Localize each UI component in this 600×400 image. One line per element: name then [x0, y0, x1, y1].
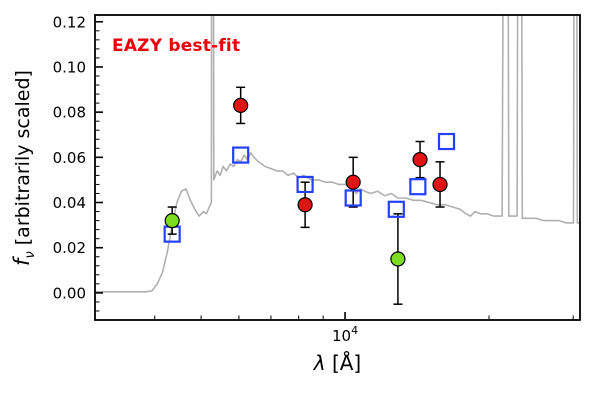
x-axis-symbol: λ — [313, 351, 326, 375]
observed-photometry-marker — [345, 174, 361, 190]
y-tick-label: 0.10 — [53, 58, 86, 76]
observed-photometry-nondetection-marker — [390, 251, 406, 267]
y-tick-label: 0.02 — [53, 239, 86, 257]
model-photometry-marker — [296, 175, 314, 194]
x-tick-exponent: 4 — [351, 324, 358, 337]
plot-area — [95, 15, 580, 305]
x-tick-label: 104 — [332, 324, 358, 345]
y-tick-label: 0.00 — [53, 284, 86, 302]
y-axis-symbol-subscript: ν — [23, 251, 38, 259]
observed-photometry-marker — [233, 97, 249, 113]
y-axis-symbol: f — [10, 258, 34, 266]
model-photometry-marker — [437, 132, 456, 151]
y-axis-label: fν [arbitrarily scaled] — [10, 70, 38, 266]
y-tick-label: 0.06 — [53, 149, 86, 167]
x-axis-label: λ [Å] — [95, 351, 580, 375]
y-tick-label: 0.12 — [53, 13, 86, 31]
x-axis-units: [Å] — [325, 351, 362, 375]
axes-frame — [94, 14, 581, 321]
model-photometry-marker — [387, 200, 405, 218]
observed-photometry-marker — [297, 197, 313, 213]
model-spectrum-line — [95, 15, 580, 293]
bestfit-annotation: EAZY best-fit — [112, 36, 241, 56]
y-tick-label: 0.08 — [53, 104, 86, 122]
model-photometry-marker — [409, 178, 427, 196]
y-tick-label: 0.04 — [53, 194, 86, 212]
model-photometry-marker — [232, 146, 250, 164]
y-axis-units: [arbitrarily scaled] — [12, 70, 34, 252]
observed-photometry-marker — [412, 151, 428, 168]
model-photometry-marker — [344, 189, 362, 207]
observed-photometry-nondetection-marker — [164, 212, 180, 229]
x-tick-base: 10 — [332, 327, 351, 345]
observed-photometry-marker — [432, 176, 448, 193]
